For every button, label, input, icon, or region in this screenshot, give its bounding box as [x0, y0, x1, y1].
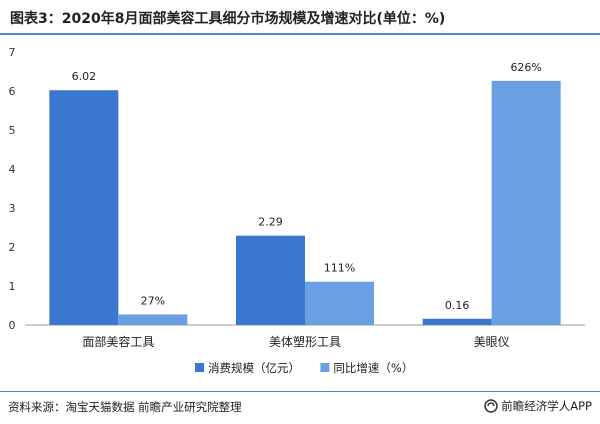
- bar-2: [491, 80, 561, 325]
- title-divider: [0, 33, 600, 35]
- brand-mark: 前瞻经济学人APP: [484, 398, 592, 414]
- legend-label: 同比增速（%）: [333, 361, 413, 375]
- bar-2: [305, 281, 374, 325]
- footer-divider: [0, 391, 600, 392]
- y-tick-label: 3: [9, 202, 16, 215]
- brand-name: 前瞻经济学人APP: [501, 399, 592, 413]
- legend-label: 消费规模（亿元）: [208, 361, 300, 375]
- y-tick-label: 5: [9, 124, 16, 137]
- data-label: 111%: [324, 262, 355, 275]
- y-tick-label: 4: [9, 163, 16, 176]
- y-tick-label: 0: [9, 319, 16, 332]
- category-label: 美体塑形工具: [269, 334, 341, 349]
- data-label: 0.16: [445, 299, 470, 312]
- bar-1: [422, 318, 492, 325]
- data-label: 6.02: [72, 70, 97, 83]
- y-tick-label: 1: [9, 280, 16, 293]
- legend-swatch: [195, 363, 204, 372]
- category-label: 面部美容工具: [82, 334, 154, 349]
- category-label: 美眼仪: [474, 335, 510, 349]
- legend-swatch: [320, 363, 330, 372]
- y-tick-label: 6: [9, 85, 16, 98]
- chart-title: 图表3：2020年8月面部美容工具细分市场规模及增速对比(单位：%): [10, 11, 446, 27]
- source-note: 资料来源：淘宝天猫数据 前瞻产业研究院整理: [8, 400, 242, 414]
- data-label: 27%: [141, 294, 165, 307]
- brand-logo-icon: [484, 399, 498, 413]
- y-tick-label: 2: [9, 241, 16, 254]
- bar-1: [49, 90, 119, 325]
- bar-chart: 0 1 2 3 4 5 6 7 6.02 27% 面部美容工具 2.29 111% 美体塑形工具 0.16 6…: [9, 46, 585, 375]
- bar-1: [236, 235, 305, 325]
- bar-2: [118, 314, 188, 325]
- data-label: 2.29: [258, 216, 283, 229]
- data-label: 626%: [510, 61, 541, 74]
- y-tick-label: 7: [9, 46, 16, 59]
